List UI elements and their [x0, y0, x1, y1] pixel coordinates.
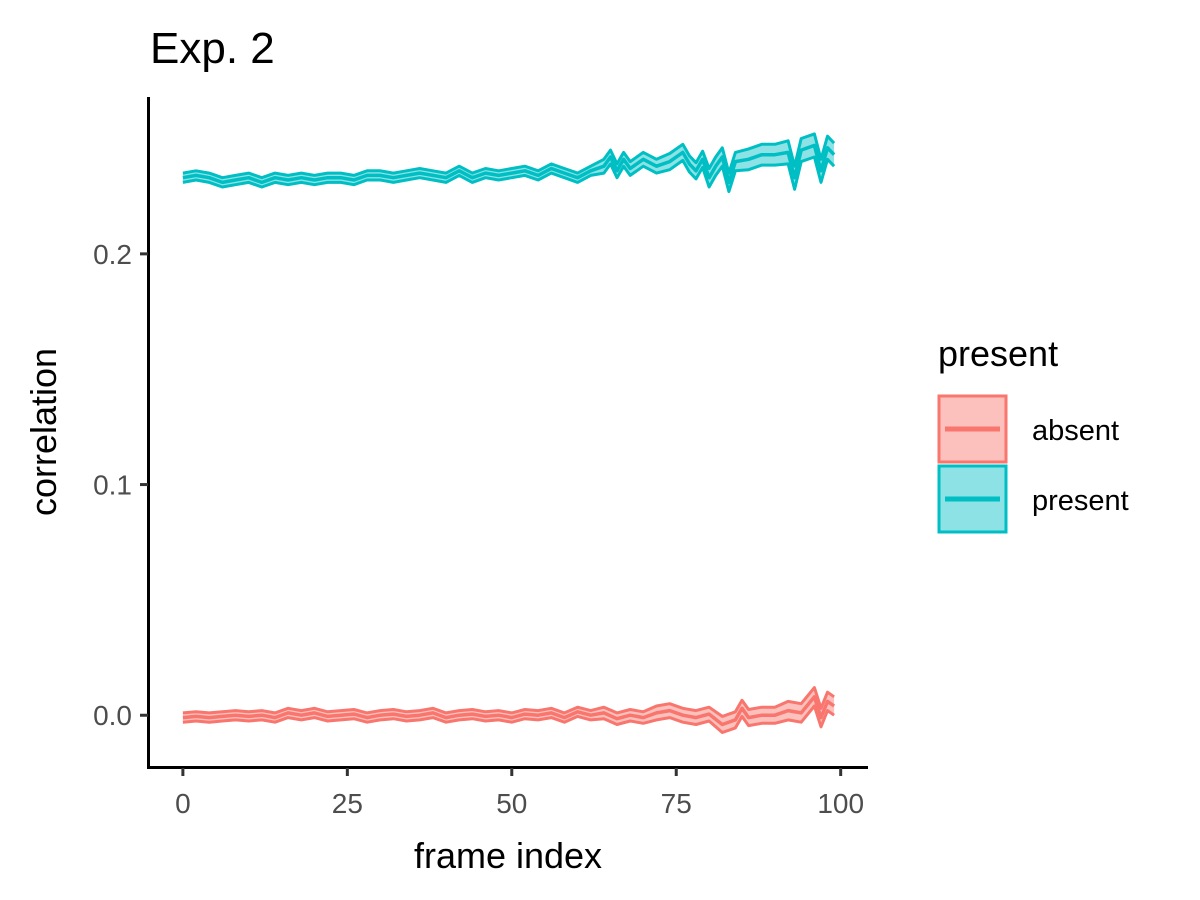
legend-label: present — [1032, 485, 1129, 517]
y-tick-label: 0.1 — [93, 470, 132, 501]
y-axis-ticks: 0.0 0.1 0.2 — [93, 239, 148, 731]
series-line-absent — [182, 695, 836, 727]
x-axis-title: frame index — [414, 835, 602, 876]
series-present — [182, 132, 836, 194]
x-tick-label: 100 — [817, 788, 864, 819]
series-lower-bound-present — [182, 155, 836, 194]
y-tick-label: 0.0 — [93, 700, 132, 731]
legend-label: absent — [1032, 415, 1119, 447]
chart-title: Exp. 2 — [150, 24, 275, 73]
x-tick-label: 75 — [661, 788, 692, 819]
series-upper-bound-present — [182, 132, 836, 180]
legend-entries: absent present — [937, 394, 1129, 534]
y-tick-label: 0.2 — [93, 239, 132, 270]
legend-entry-absent: absent — [937, 394, 1119, 464]
series-line-present — [182, 143, 836, 185]
series-upper-bound-absent — [182, 686, 835, 718]
y-axis-title: correlation — [23, 348, 64, 516]
plot-area — [182, 132, 836, 734]
x-tick-label: 25 — [332, 788, 363, 819]
legend: present absent present — [937, 333, 1129, 534]
x-tick-label: 50 — [496, 788, 527, 819]
x-tick-label: 0 — [175, 788, 191, 819]
series-absent — [182, 686, 836, 734]
legend-entry-present: present — [937, 464, 1129, 534]
legend-title: present — [938, 333, 1058, 374]
series-lower-bound-absent — [182, 704, 835, 734]
x-axis-ticks: 0 25 50 75 100 — [175, 768, 864, 819]
